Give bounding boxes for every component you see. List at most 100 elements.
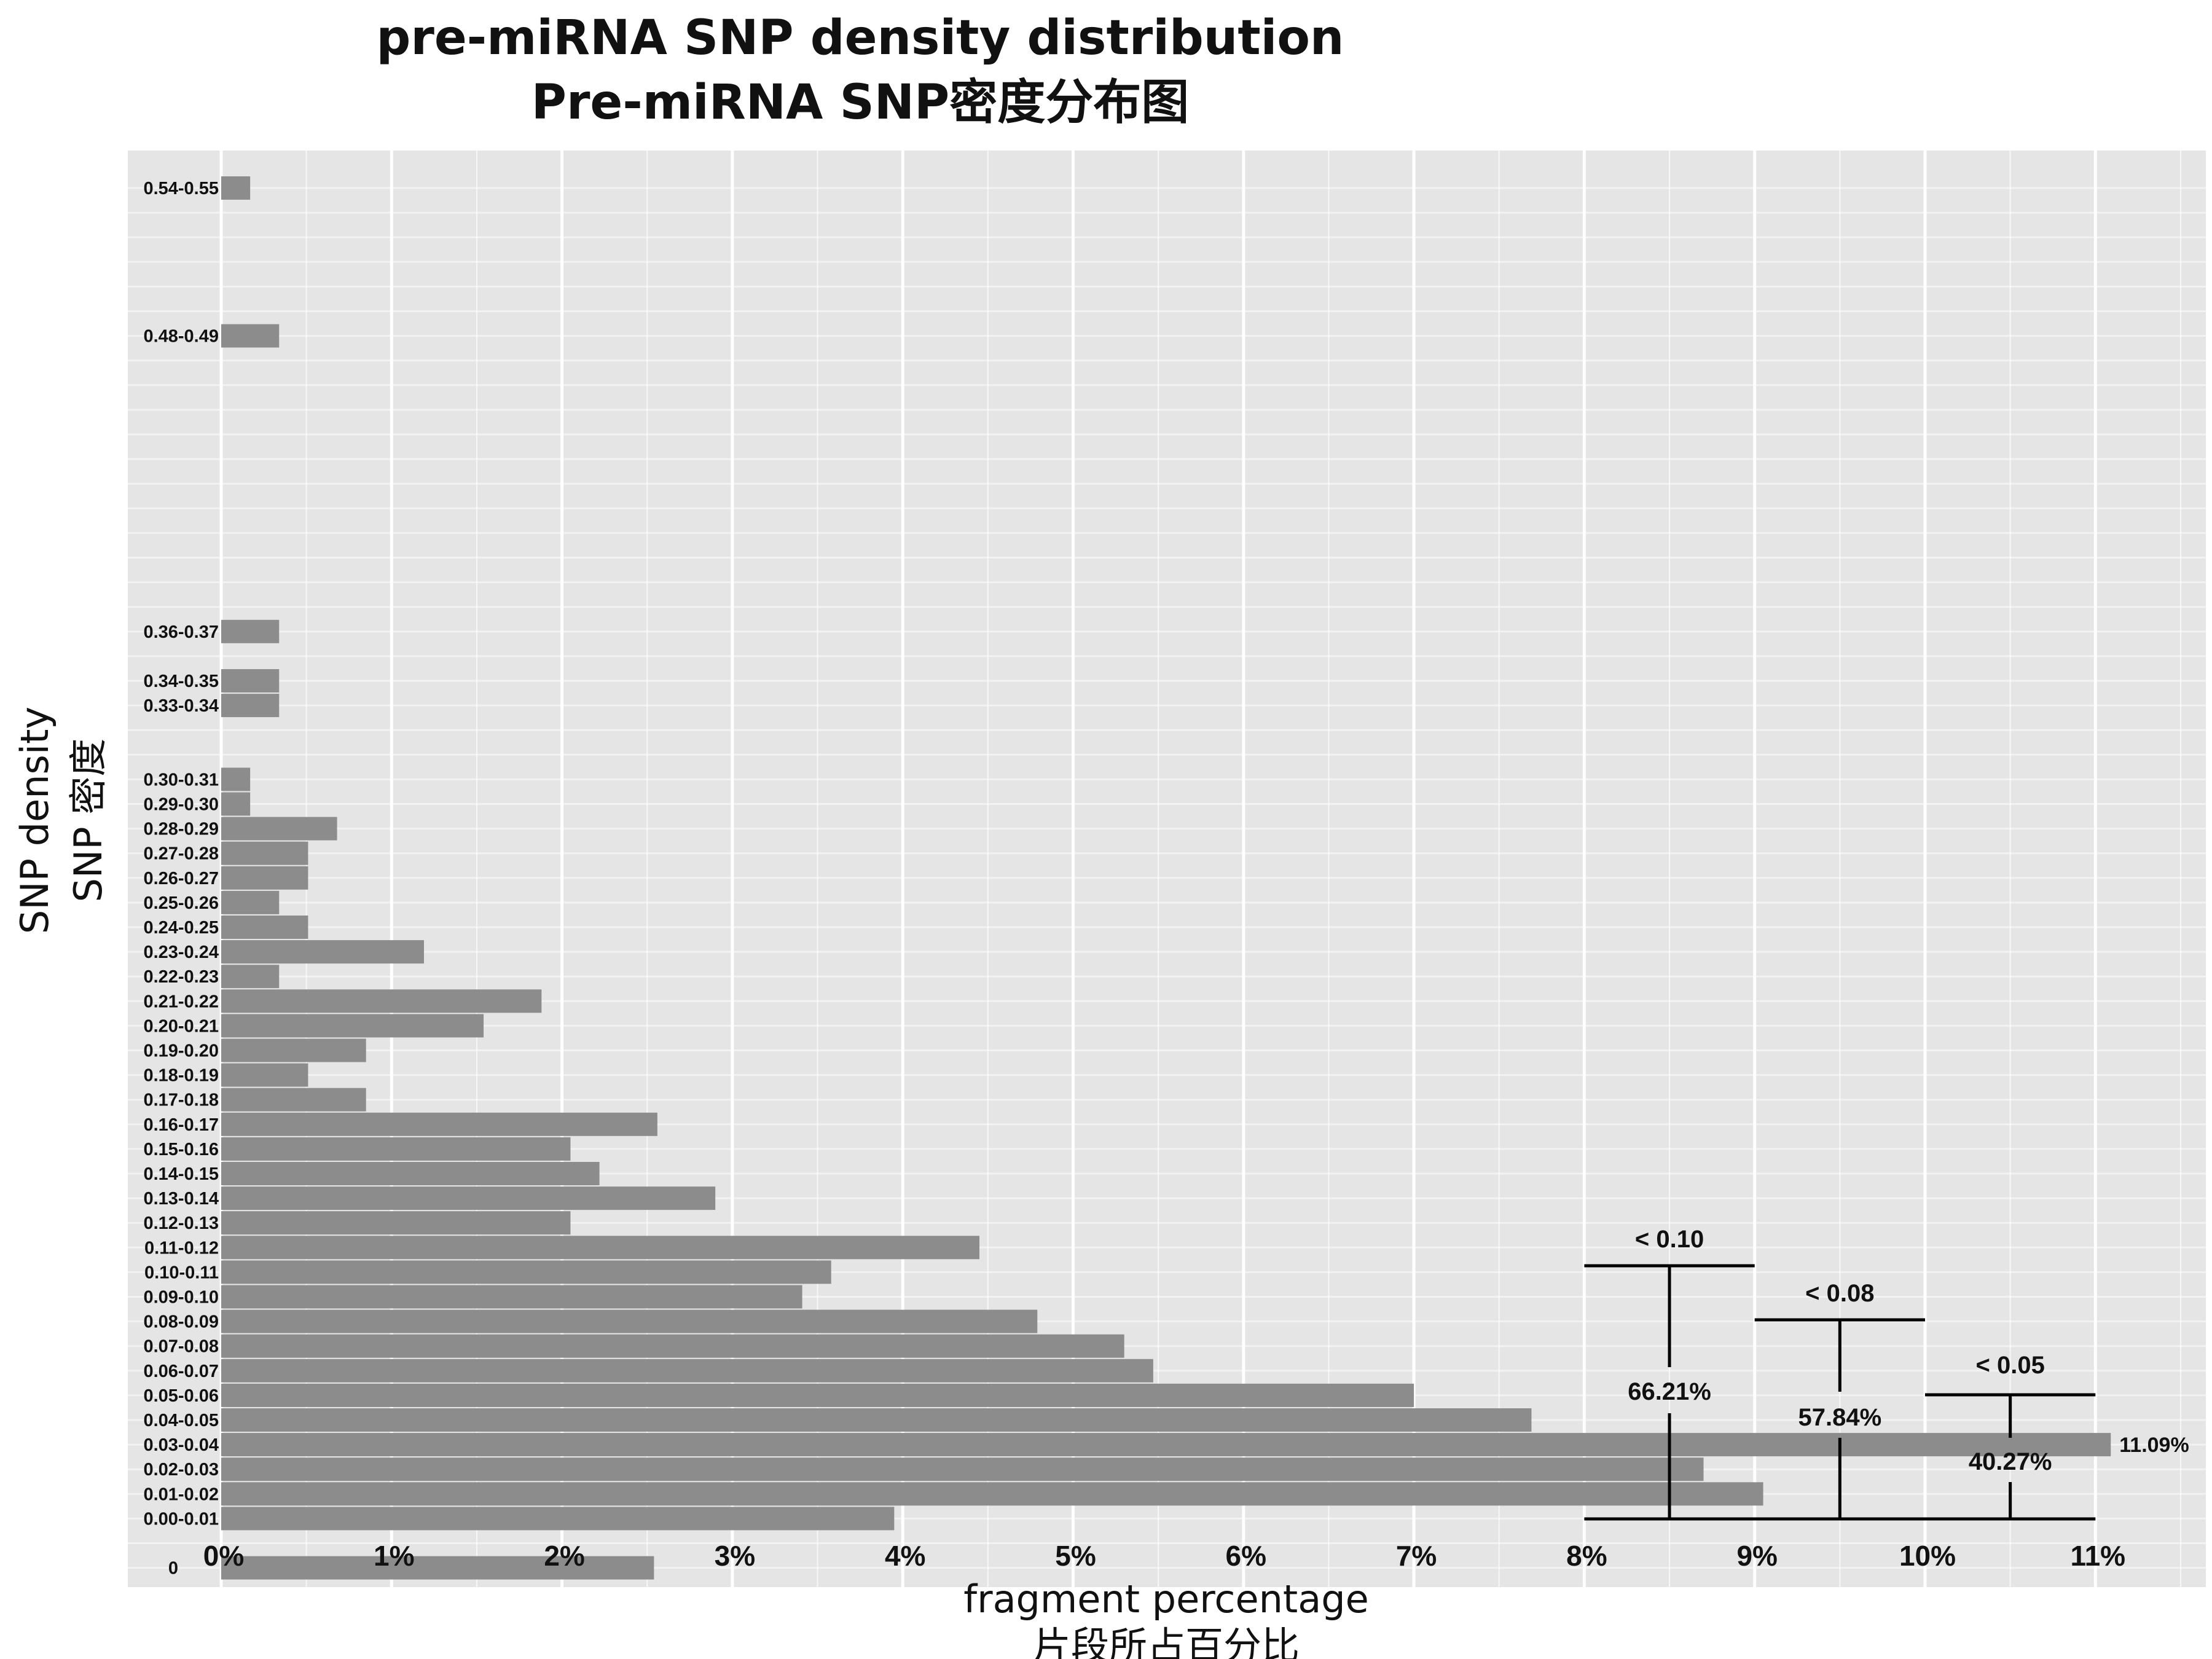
bar (221, 1112, 657, 1136)
y-tick-label: 0.03-0.04 (143, 1435, 219, 1455)
bar (221, 669, 280, 692)
cumulative-percentage-label: 66.21% (1628, 1378, 1711, 1405)
bar (221, 1063, 308, 1087)
x-tick-label: 2% (544, 1540, 584, 1572)
y-tick-label: 0.29-0.30 (143, 795, 219, 815)
y-tick-label: 0.16-0.17 (143, 1115, 219, 1135)
y-tick-label: 0.11-0.12 (144, 1238, 219, 1258)
bar (221, 989, 542, 1013)
bar (221, 1359, 1153, 1382)
x-axis-title: fragment percentage (963, 1577, 1368, 1622)
bar (221, 1186, 716, 1210)
y-tick-label: 0.07-0.08 (143, 1337, 219, 1357)
threshold-label: < 0.10 (1635, 1226, 1704, 1253)
bar (221, 1507, 895, 1531)
annotations: < 0.10 66.21% < 0.08 57.84% < 0.05 40.27% 11.0… (1584, 1226, 2189, 1521)
bar (221, 1038, 366, 1062)
bar (221, 767, 251, 791)
y-tick-label: 0.26-0.27 (143, 869, 219, 888)
bar (221, 940, 424, 964)
y-tick-label: 0 (168, 1559, 178, 1579)
bar (221, 1211, 571, 1235)
bar (221, 619, 280, 643)
bar (221, 1088, 366, 1112)
y-axis-title: SNP density (12, 707, 57, 934)
x-tick-label: 1% (374, 1540, 414, 1572)
x-tick-label: 10% (1899, 1540, 1956, 1572)
x-tick-label: 7% (1396, 1540, 1437, 1572)
grid-lines (128, 151, 2206, 1587)
bar (221, 1260, 831, 1284)
y-tick-label: 0.12-0.13 (143, 1214, 219, 1233)
bars (221, 176, 2111, 1580)
y-tick-label: 0.05-0.06 (143, 1386, 219, 1406)
bar (221, 1556, 654, 1580)
y-tick-label: 0.17-0.18 (143, 1091, 219, 1110)
bar (221, 841, 308, 865)
y-tick-label: 0.30-0.31 (143, 770, 219, 790)
y-tick-label: 0.04-0.05 (143, 1411, 219, 1430)
bar (221, 1457, 1704, 1481)
y-tick-label: 0.10-0.11 (144, 1263, 219, 1282)
y-tick-label: 0.00-0.01 (143, 1509, 219, 1529)
x-tick-label: 0% (203, 1540, 244, 1572)
y-tick-label: 0.13-0.14 (143, 1189, 219, 1209)
x-tick-label: 9% (1736, 1540, 1777, 1572)
chart-subtitle: Pre-miRNA SNP密度分布图 (531, 75, 1189, 130)
bar (221, 176, 251, 200)
cumulative-percentage-label: 57.84% (1798, 1404, 1882, 1431)
y-tick-labels: 0 0.00-0.01 0.01-0.02 0.02-0.03 0.03-0.04 0.0… (143, 179, 219, 1579)
y-tick-label: 0.33-0.34 (143, 696, 219, 716)
y-axis-title-cn: SNP 密度 (66, 739, 111, 903)
bar (221, 1162, 600, 1185)
bar (221, 817, 337, 841)
bar (221, 1482, 1763, 1506)
y-tick-label: 0.14-0.15 (143, 1164, 219, 1184)
cumulative-percentage-label: 40.27% (1969, 1448, 2052, 1475)
y-tick-label: 0.21-0.22 (143, 992, 219, 1011)
x-tick-label: 11% (2071, 1540, 2126, 1572)
y-tick-label: 0.36-0.37 (143, 622, 219, 642)
bar (221, 1383, 1414, 1407)
y-tick-label: 0.34-0.35 (143, 672, 219, 691)
threshold-label: < 0.05 (1975, 1352, 2044, 1379)
x-tick-label: 5% (1055, 1540, 1096, 1572)
bar (221, 1433, 2111, 1457)
y-tick-label: 0.22-0.23 (143, 967, 219, 987)
bar (221, 324, 280, 348)
y-tick-label: 0.25-0.26 (143, 893, 219, 913)
y-tick-label: 0.24-0.25 (143, 918, 219, 938)
bar (221, 1236, 979, 1260)
max-value-label: 11.09% (2119, 1433, 2189, 1457)
bar (221, 1137, 571, 1161)
y-tick-label: 0.54-0.55 (143, 179, 219, 198)
bar (221, 792, 251, 816)
bar (221, 1334, 1124, 1358)
y-tick-label: 0.06-0.07 (143, 1362, 219, 1381)
y-tick-label: 0.08-0.09 (143, 1312, 219, 1332)
bar (221, 1408, 1532, 1432)
x-tick-label: 4% (885, 1540, 925, 1572)
x-axis-title-cn: 片段所占百分比 (1033, 1623, 1300, 1659)
y-tick-label: 0.23-0.24 (143, 943, 219, 962)
y-tick-label: 0.09-0.10 (143, 1288, 219, 1308)
x-tick-label: 6% (1226, 1540, 1266, 1572)
y-tick-label: 0.48-0.49 (143, 327, 219, 347)
x-tick-labels: 0% 1% 2% 3% 4% 5% 6% 7% 8% 9% 10% 11% (203, 1540, 2125, 1572)
x-tick-label: 8% (1566, 1540, 1607, 1572)
bar (221, 965, 280, 989)
threshold-label: < 0.08 (1805, 1280, 1874, 1307)
bar (221, 694, 280, 718)
y-tick-label: 0.20-0.21 (143, 1016, 219, 1036)
y-tick-label: 0.18-0.19 (143, 1066, 219, 1086)
bar (221, 916, 308, 939)
bar (221, 866, 308, 890)
bar (221, 1285, 802, 1309)
y-tick-label: 0.15-0.16 (143, 1140, 219, 1159)
bar (221, 890, 280, 914)
y-tick-label: 0.02-0.03 (143, 1460, 219, 1480)
bar (221, 1014, 484, 1038)
y-tick-label: 0.27-0.28 (143, 844, 219, 864)
y-tick-label: 0.19-0.20 (143, 1041, 219, 1061)
